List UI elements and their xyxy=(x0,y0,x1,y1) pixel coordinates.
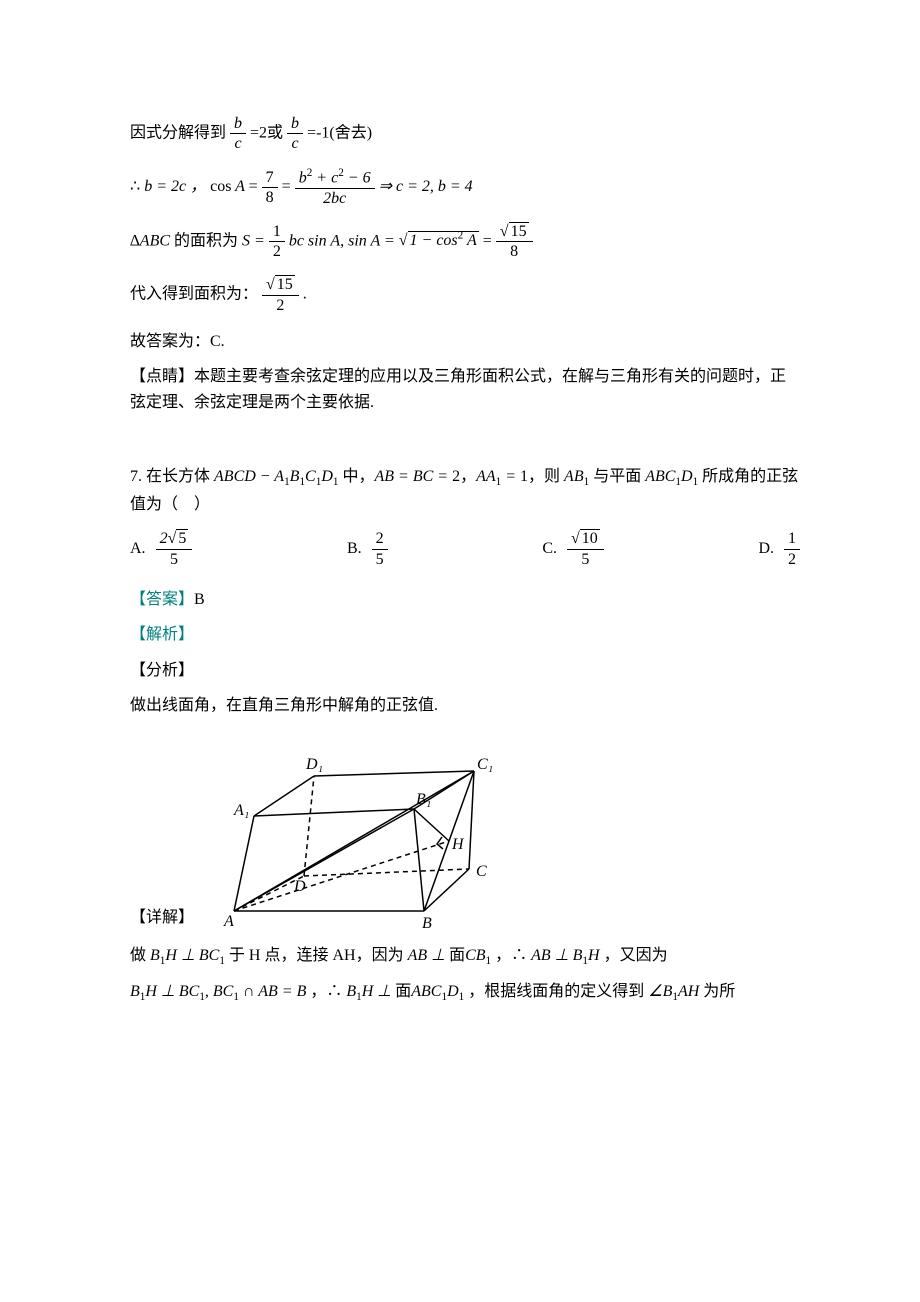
final-answer: 故答案为：C. xyxy=(130,329,800,355)
frac-sqrt15-8: 15 8 xyxy=(496,222,533,261)
svg-text:C₁: C₁ xyxy=(477,756,493,773)
svg-text:B: B xyxy=(422,915,432,931)
cuboid-figure: A B C D A₁ B₁ C₁ D₁ H xyxy=(194,731,504,931)
option-c[interactable]: C. 10 5 xyxy=(542,529,603,568)
frac-7-8: 7 8 xyxy=(262,168,278,207)
options-row: A. 25 5 B. 2 5 C. 10 5 D. 1 2 xyxy=(130,529,800,568)
sqrt-1-cos2A: 1 − cos2 A xyxy=(399,228,479,254)
frac-1-2: 1 2 xyxy=(269,222,285,261)
svg-text:B₁: B₁ xyxy=(416,791,431,808)
problem-7-stem: 7. 在长方体 ABCD − A1B1C1D1 中，AB = BC = 2，AA… xyxy=(130,464,800,518)
fenxi-text: 做出线面角，在直角三角形中解角的正弦值. xyxy=(130,693,800,719)
frac-b-over-c-1: b c xyxy=(230,114,246,153)
dianjing: 【点睛】本题主要考查余弦定理的应用以及三角形面积公式，在解与三角形有关的问题时，… xyxy=(130,364,800,415)
option-d[interactable]: D. 1 2 xyxy=(758,529,800,568)
sol-line3: ∆ABC 的面积为 S = 1 2 bc sin A, sin A = 1 − … xyxy=(130,222,800,261)
frac-cosine-rule: b2 + c2 − 6 2bc xyxy=(295,167,375,208)
sol-line1: 因式分解得到 b c =2或 b c =-1(舍去) xyxy=(130,114,800,153)
xiangjie-tag: 【详解】 xyxy=(130,905,194,931)
detail-line-1: 做 B1H ⊥ BC1 于 H 点，连接 AH，因为 AB ⊥ 面CB1 ，∴ … xyxy=(130,943,800,971)
sol-line4: 代入得到面积为： 15 2 . xyxy=(130,275,800,314)
option-a[interactable]: A. 25 5 xyxy=(130,529,192,568)
svg-text:H: H xyxy=(451,836,465,853)
sol-line2: ∴ b = 2c ， cos A = 7 8 = b2 + c2 − 6 2bc… xyxy=(130,167,800,208)
svg-text:D: D xyxy=(293,878,306,895)
detail-line-2: B1H ⊥ BC1, BC1 ∩ AB = B ，∴ B1H ⊥ 面ABC1D1… xyxy=(130,979,800,1007)
jiexi-tag: 【解析】 xyxy=(130,622,800,648)
svg-text:D₁: D₁ xyxy=(305,756,323,773)
frac-sqrt15-2: 15 2 xyxy=(262,275,299,314)
frac-b-over-c-2: b c xyxy=(287,114,303,153)
svg-text:A₁: A₁ xyxy=(233,802,249,819)
answer-tag: 【答案】B xyxy=(130,587,800,613)
text: 因式分解得到 xyxy=(130,124,226,141)
option-b[interactable]: B. 2 5 xyxy=(347,529,388,568)
fenxi-tag: 【分析】 xyxy=(130,658,800,684)
svg-text:C: C xyxy=(476,863,487,880)
svg-text:A: A xyxy=(223,913,234,930)
figure-row: 【详解】 xyxy=(130,731,800,931)
